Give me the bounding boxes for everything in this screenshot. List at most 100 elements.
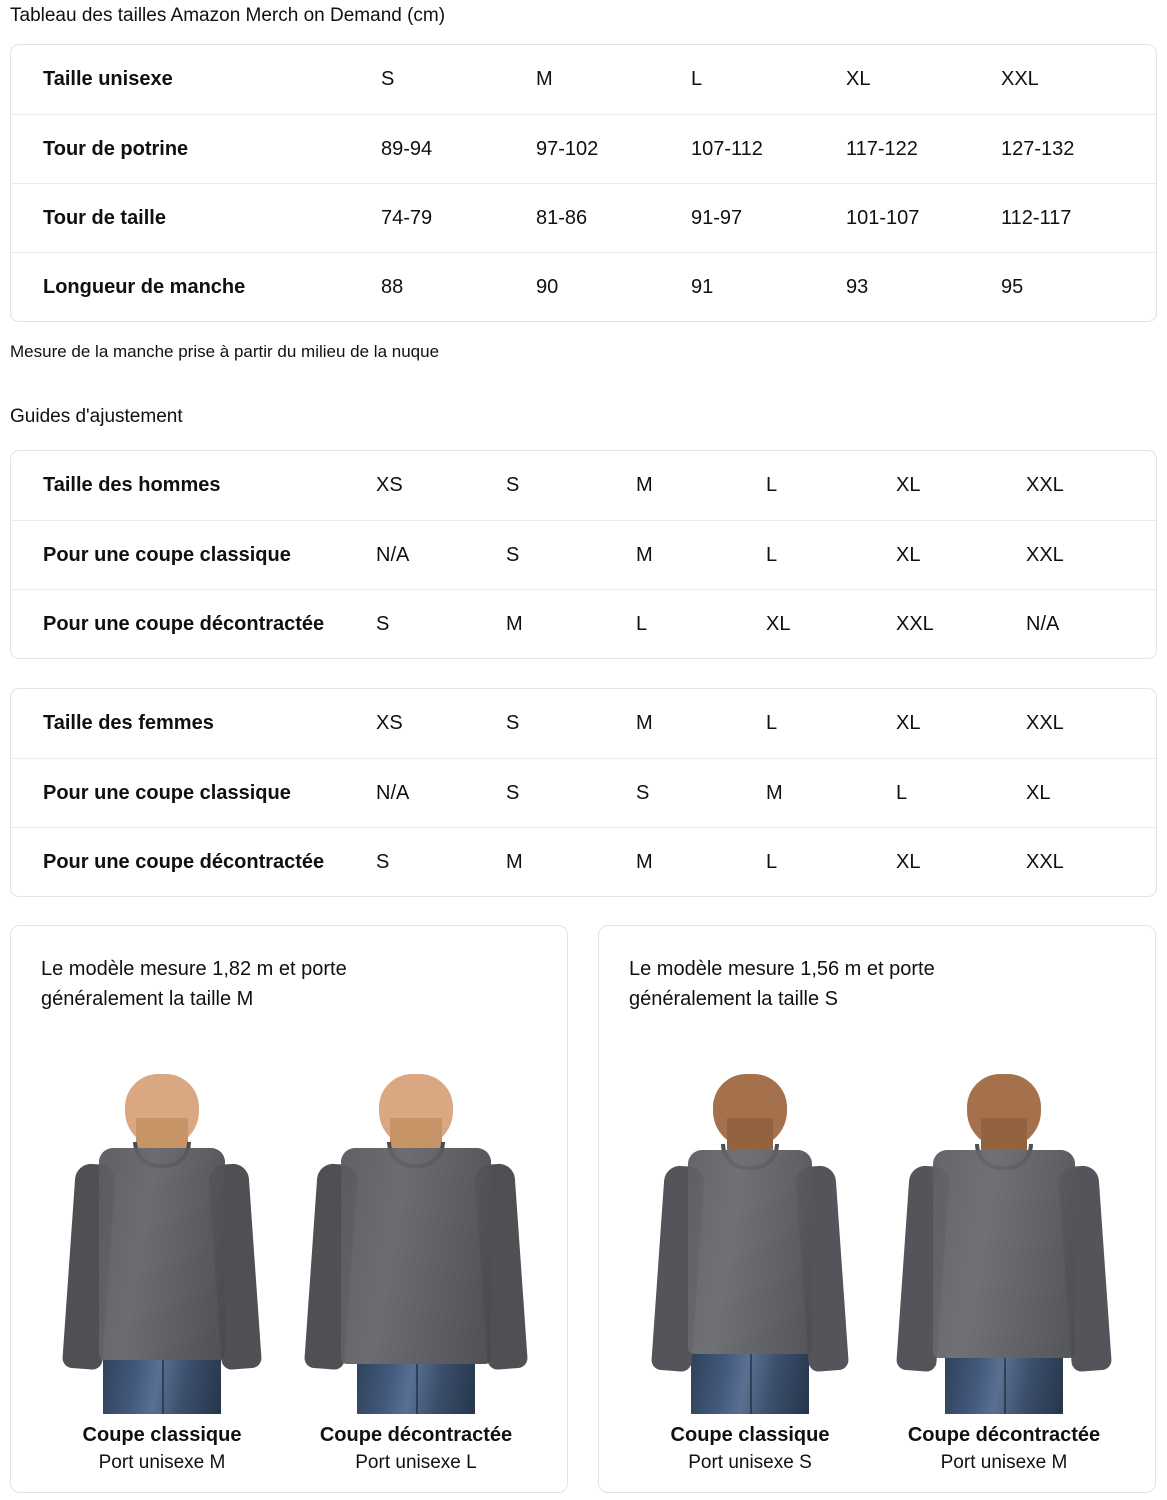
table-cell: 91 [691, 275, 714, 298]
table-cell: L [691, 68, 703, 90]
womens-fit-guide-table: Taille des femmes XS S M L XL XXL Pour u… [10, 688, 1157, 897]
row-values: 88 90 91 93 95 [381, 276, 1156, 299]
row-header: Longueur de manche [43, 275, 246, 298]
table-cell: 112-117 [1001, 206, 1072, 229]
female-photos: Coupe classique Port unisexe S [629, 1020, 1125, 1474]
table-cell: XL [1026, 781, 1051, 804]
male-relaxed-shirt [303, 1142, 529, 1371]
female-relaxed-shirt [895, 1144, 1113, 1373]
table-cell: N/A [376, 543, 410, 566]
table-cell: 93 [846, 275, 869, 298]
table-cell: 107-112 [691, 137, 763, 160]
photo-col-relaxed: Coupe décontractée Port unisexe M [883, 1074, 1125, 1474]
page-title: Tableau des tailles Amazon Merch on Dema… [10, 5, 446, 26]
table-cell: 97-102 [536, 137, 599, 160]
male-relaxed-photo [295, 1074, 537, 1414]
table-cell: L [636, 612, 648, 635]
shirt-shading [99, 1148, 225, 1360]
table-cell: 91-97 [691, 206, 743, 229]
row-values: N/A S S M L XL [376, 782, 1156, 805]
size-chart-table: Taille unisexe S M L XL XXL Tour de potr… [10, 44, 1157, 322]
table-cell: S [376, 612, 390, 635]
row-values: S M L XL XXL N/A [376, 613, 1156, 636]
row-values: XS S M L XL XXL [376, 712, 1156, 735]
table-cell: S [636, 781, 650, 804]
table-cell: M [506, 612, 523, 635]
table-row: Longueur de manche 88 90 91 93 95 [11, 252, 1156, 321]
table-cell: S [506, 474, 520, 496]
row-values: XS S M L XL XXL [376, 474, 1156, 497]
female-classic-labels: Coupe classique Port unisexe S [671, 1424, 830, 1474]
table-cell: 89-94 [381, 137, 433, 160]
sleeve-measurement-note: Mesure de la manche prise à partir du mi… [10, 342, 440, 361]
fit-label: Coupe classique [82, 1424, 242, 1446]
row-header: Tour de taille [43, 206, 166, 229]
table-cell: S [506, 543, 520, 566]
fit-guides-title: Guides d'ajustement [10, 406, 183, 427]
wear-label: Port unisexe S [688, 1452, 812, 1473]
table-row: Pour une coupe décontractée S M L XL XXL… [11, 589, 1156, 658]
wear-label: Port unisexe M [940, 1452, 1068, 1473]
table-cell: XXL [1026, 850, 1064, 873]
table-cell: M [766, 781, 783, 804]
female-relaxed-photo [883, 1074, 1125, 1414]
row-values: S M L XL XXL [381, 68, 1156, 91]
photo-col-classic: Coupe classique Port unisexe M [41, 1074, 283, 1474]
shirt-shading [933, 1150, 1075, 1358]
male-relaxed-labels: Coupe décontractée Port unisexe L [320, 1424, 512, 1474]
shirt-shading [688, 1150, 812, 1354]
table-cell: XL [896, 712, 921, 734]
table-cell: N/A [1026, 612, 1060, 635]
table-cell: M [636, 712, 653, 734]
table-row: Tour de potrine 89-94 97-102 107-112 117… [11, 114, 1156, 183]
table-cell: S [381, 68, 395, 90]
table-row: Pour une coupe classique N/A S M L XL XX… [11, 520, 1156, 589]
table-cell: 90 [536, 275, 559, 298]
table-cell: L [766, 543, 778, 566]
row-header: Tour de potrine [43, 137, 189, 160]
table-cell: XL [896, 850, 921, 873]
table-cell: M [536, 68, 553, 90]
table-cell: 95 [1001, 275, 1024, 298]
female-model-caption: Le modèle mesure 1,56 m et porte général… [629, 958, 935, 1010]
table-row: Pour une coupe classique N/A S S M L XL [11, 758, 1156, 827]
row-header: Taille unisexe [43, 68, 173, 90]
table-cell: XS [376, 712, 403, 734]
male-classic-photo [41, 1074, 283, 1414]
mens-fit-guide-table: Taille des hommes XS S M L XL XXL Pour u… [10, 450, 1157, 659]
table-row: Taille unisexe S M L XL XXL [11, 45, 1156, 114]
table-cell: L [766, 474, 778, 496]
row-header: Pour une coupe classique [43, 781, 291, 804]
female-relaxed-labels: Coupe décontractée Port unisexe M [908, 1424, 1100, 1474]
row-header: Taille des femmes [43, 712, 214, 734]
table-cell: N/A [376, 781, 410, 804]
table-cell: XXL [1026, 712, 1064, 734]
row-values: S M M L XL XXL [376, 851, 1156, 874]
row-header: Pour une coupe classique [43, 543, 291, 566]
table-cell: 88 [381, 275, 404, 298]
table-cell: M [636, 850, 653, 873]
table-row: Taille des hommes XS S M L XL XXL [11, 451, 1156, 520]
table-row: Tour de taille 74-79 81-86 91-97 101-107… [11, 183, 1156, 252]
female-model-card: Le modèle mesure 1,56 m et porte général… [598, 925, 1156, 1493]
table-cell: XL [896, 474, 921, 496]
row-values: 89-94 97-102 107-112 117-122 127-132 [381, 138, 1156, 161]
table-cell: 81-86 [536, 206, 588, 229]
table-cell: XXL [1026, 543, 1064, 566]
table-cell: XL [766, 612, 791, 635]
table-cell: 127-132 [1001, 137, 1075, 160]
row-header: Pour une coupe décontractée [43, 612, 325, 635]
table-cell: XL [896, 543, 921, 566]
table-cell: S [506, 781, 520, 804]
wear-label: Port unisexe M [98, 1452, 226, 1473]
table-cell: 117-122 [846, 137, 918, 160]
male-model-caption: Le modèle mesure 1,82 m et porte général… [41, 958, 347, 1010]
fit-label: Coupe classique [670, 1424, 830, 1446]
male-classic-labels: Coupe classique Port unisexe M [83, 1424, 242, 1474]
table-cell: M [636, 474, 653, 496]
table-cell: M [636, 543, 653, 566]
shirt-shading [341, 1148, 491, 1364]
table-row: Pour une coupe décontractée S M M L XL X… [11, 827, 1156, 896]
row-header: Taille des hommes [43, 474, 221, 496]
